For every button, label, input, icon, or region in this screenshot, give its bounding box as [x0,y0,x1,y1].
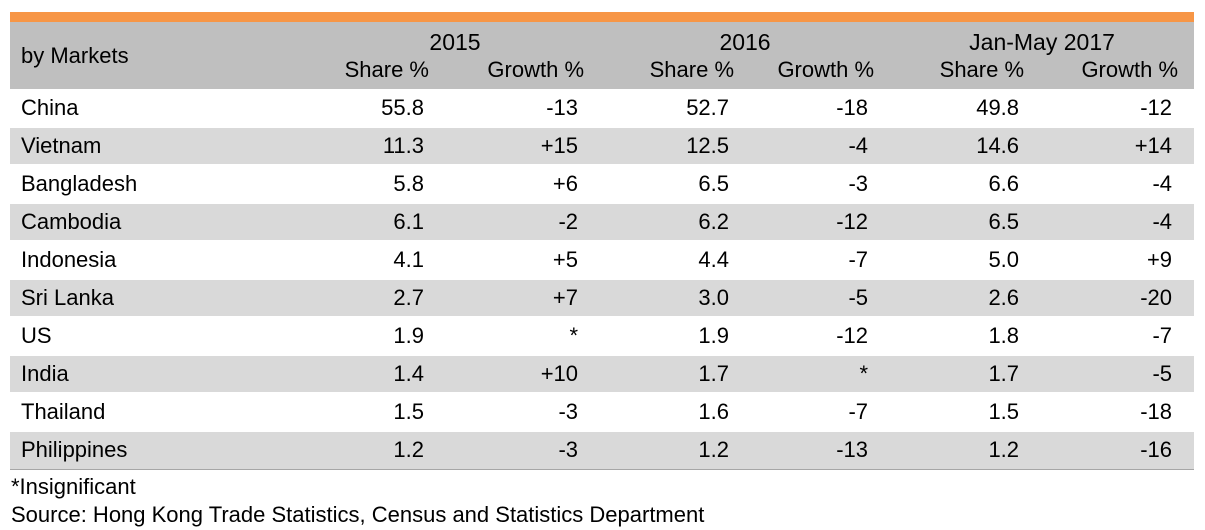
growth-cell: -5 [1035,354,1195,393]
growth-cell: -18 [1035,392,1195,431]
table-frame: by Markets 2015 2016 Jan-May 2017 Share … [10,12,1195,529]
market-name-cell: Philippines [10,430,310,470]
growth-cell: -5 [745,278,891,317]
share-cell: 1.2 [600,430,746,470]
growth-cell: -12 [745,202,891,241]
growth-header: Growth % [487,57,585,82]
table-row: Sri Lanka 2.7 +7 3.0 -5 2.6 -20 [10,278,1195,317]
market-name-cell: Cambodia [10,202,310,241]
market-name-cell: US [10,316,310,355]
growth-cell: +6 [440,164,601,203]
growth-cell: -16 [1035,430,1195,470]
growth-cell: -4 [745,126,891,165]
table-row: China 55.8 -13 52.7 -18 49.8 -12 [10,89,1194,127]
share-header: Share % [344,57,429,82]
share-cell: 1.6 [600,392,746,431]
growth-cell: * [745,354,891,393]
growth-cell: -3 [440,430,601,470]
growth-cell: -7 [745,240,891,279]
growth-cell: -13 [546,94,579,120]
growth-cell: -4 [1035,164,1195,203]
growth-cell: +9 [1035,240,1195,279]
growth-cell: -3 [745,164,891,203]
table-row: Vietnam 11.3 +15 12.5 -4 14.6 +14 [10,126,1195,165]
table-row: Philippines 1.2 -3 1.2 -13 1.2 -16 [10,430,1195,470]
growth-cell: -7 [745,392,891,431]
share-cell: 6.6 [890,164,1036,203]
share-cell: 2.6 [890,278,1036,317]
market-name-cell: Bangladesh [10,164,310,203]
market-name-cell: China [21,94,79,120]
growth-cell: -7 [1035,316,1195,355]
share-cell: 4.1 [310,240,440,279]
share-cell: 6.2 [600,202,746,241]
share-cell: 52.7 [686,94,730,120]
market-name-cell: Thailand [10,392,310,431]
table-header: by Markets 2015 2016 Jan-May 2017 Share … [10,22,1195,89]
share-cell: 3.0 [600,278,746,317]
share-cell: 11.3 [310,126,440,165]
share-cell: 1.7 [600,354,746,393]
table-notes: *Insignificant Source: Hong Kong Trade S… [10,473,1194,529]
market-name-cell: Vietnam [10,126,310,165]
growth-cell: +5 [440,240,601,279]
growth-cell: +7 [440,278,601,317]
growth-cell: -12 [1140,94,1173,120]
share-cell: 49.8 [976,94,1020,120]
share-cell: 5.8 [310,164,440,203]
growth-cell: -2 [440,202,601,241]
growth-cell: -18 [836,94,869,120]
growth-cell: -3 [440,392,601,431]
share-cell: 1.5 [890,392,1036,431]
source-note: Source: Hong Kong Trade Statistics, Cens… [11,501,705,527]
year-header-2016: 2016 [719,29,771,55]
share-cell: 5.0 [890,240,1036,279]
share-cell: 4.4 [600,240,746,279]
table-row: Bangladesh 5.8 +6 6.5 -3 6.6 -4 [10,164,1195,203]
growth-cell: -20 [1035,278,1195,317]
year-header-2017: Jan-May 2017 [969,29,1115,55]
year-header-2015: 2015 [429,29,481,55]
market-share-table: by Markets 2015 2016 Jan-May 2017 Share … [10,22,1195,470]
share-cell: 12.5 [600,126,746,165]
growth-cell: +14 [1035,126,1195,165]
share-cell: 1.9 [310,316,440,355]
footnote: *Insignificant [11,473,136,499]
share-header: Share % [939,57,1025,82]
share-cell: 1.7 [890,354,1036,393]
share-cell: 1.9 [600,316,746,355]
growth-cell: -12 [745,316,891,355]
table-row: India 1.4 +10 1.7 * 1.7 -5 [10,354,1195,393]
share-cell: 1.2 [310,430,440,470]
growth-header: Growth % [777,57,875,82]
share-cell: 1.5 [310,392,440,431]
table-row: Cambodia 6.1 -2 6.2 -12 6.5 -4 [10,202,1195,241]
growth-cell: +15 [440,126,601,165]
table-row: Thailand 1.5 -3 1.6 -7 1.5 -18 [10,392,1195,431]
share-cell: 6.1 [310,202,440,241]
growth-cell: * [440,316,601,355]
accent-bar [10,12,1194,22]
share-cell: 1.4 [310,354,440,393]
table-row: US 1.9 * 1.9 -12 1.8 -7 [10,316,1195,355]
share-cell: 14.6 [890,126,1036,165]
share-cell: 1.8 [890,316,1036,355]
growth-cell: +10 [440,354,601,393]
table-row: Indonesia 4.1 +5 4.4 -7 5.0 +9 [10,240,1195,279]
market-name-cell: India [10,354,310,393]
market-name-cell: Sri Lanka [10,278,310,317]
share-cell: 1.2 [890,430,1036,470]
share-cell: 6.5 [600,164,746,203]
growth-header: Growth % [1081,57,1179,82]
markets-column-header: by Markets [21,42,129,68]
share-cell: 55.8 [381,94,424,120]
table-body: China 55.8 -13 52.7 -18 49.8 -12 Vietnam 11.3 +15… [10,89,1195,470]
growth-cell: -4 [1035,202,1195,241]
market-name-cell: Indonesia [10,240,310,279]
growth-cell: -13 [745,430,891,470]
share-header: Share % [649,57,735,82]
share-cell: 6.5 [890,202,1036,241]
share-cell: 2.7 [310,278,440,317]
